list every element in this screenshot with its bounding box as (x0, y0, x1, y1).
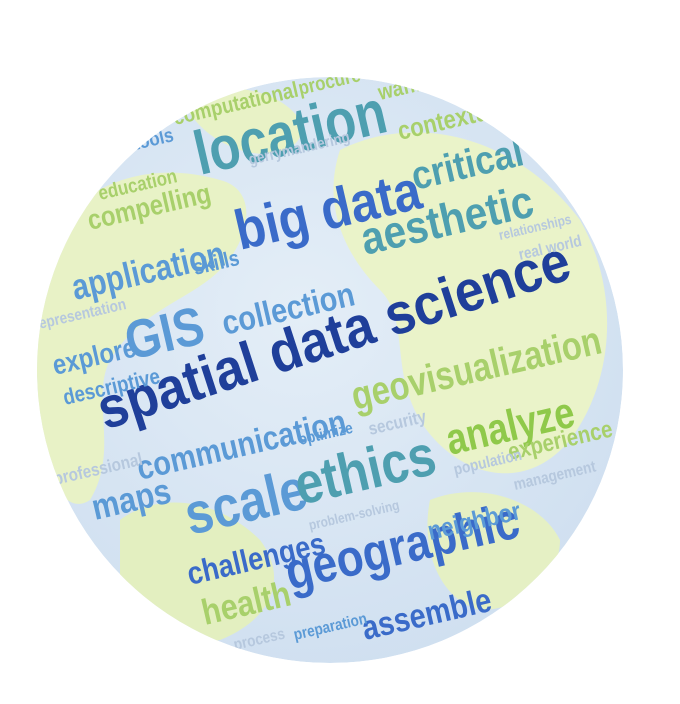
globe-land-bottom-right (427, 492, 560, 610)
globe-land-top (180, 88, 302, 154)
globe-land-right (333, 132, 608, 474)
globe-land-bottom (120, 502, 275, 642)
globe-land-left (37, 172, 247, 504)
